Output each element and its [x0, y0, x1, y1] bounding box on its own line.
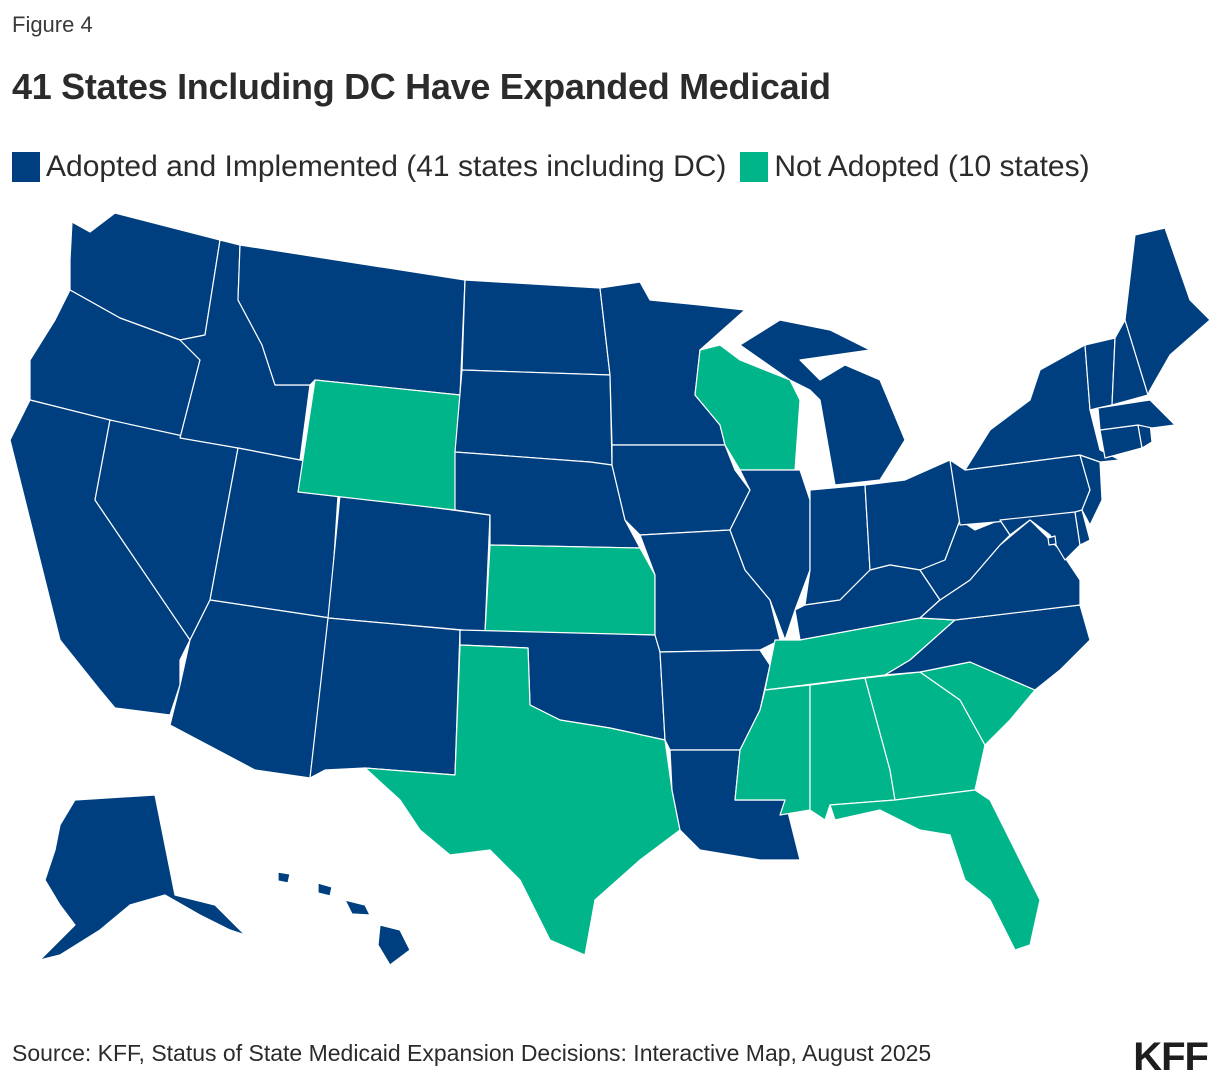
state-SD[interactable] — [454, 369, 613, 466]
source-note: Source: KFF, Status of State Medicaid Ex… — [12, 1040, 932, 1066]
state-KS[interactable] — [484, 544, 656, 636]
state-DC[interactable] — [1047, 535, 1057, 546]
state-IA[interactable] — [611, 444, 751, 536]
legend-item-adopted: Adopted and Implemented (41 states inclu… — [12, 150, 726, 184]
state-NM[interactable] — [309, 617, 461, 779]
state-CO[interactable] — [327, 494, 491, 633]
state-ME[interactable] — [1124, 227, 1211, 396]
state-CT[interactable] — [1099, 424, 1143, 459]
state-MA[interactable] — [1097, 399, 1176, 431]
us-map — [0, 205, 1220, 985]
state-HI-kauai[interactable] — [277, 871, 291, 884]
state-AK[interactable] — [39, 794, 246, 961]
chart-title: 41 States Including DC Have Expanded Med… — [12, 66, 831, 107]
state-MI[interactable] — [739, 319, 906, 486]
legend-swatch-not-adopted — [740, 152, 769, 182]
legend: Adopted and Implemented (41 states inclu… — [12, 150, 1104, 184]
legend-label-adopted: Adopted and Implemented (41 states inclu… — [46, 150, 727, 183]
figure-label: Figure 4 — [12, 12, 93, 37]
legend-label-not-adopted: Not Adopted (10 states) — [774, 150, 1090, 183]
state-HI[interactable] — [377, 924, 411, 966]
state-ND[interactable] — [461, 279, 611, 376]
legend-item-not-adopted: Not Adopted (10 states) — [740, 150, 1090, 184]
us-map-svg — [9, 212, 1211, 966]
legend-swatch-adopted — [12, 152, 40, 182]
state-VT[interactable] — [1084, 337, 1116, 411]
state-WV[interactable] — [919, 519, 1011, 601]
kff-logo: KFF — [1133, 1035, 1209, 1079]
state-TX[interactable] — [364, 644, 681, 956]
state-DE[interactable] — [1074, 509, 1091, 546]
state-FL[interactable] — [829, 789, 1041, 951]
state-HI-maui[interactable] — [344, 899, 371, 916]
state-MT[interactable] — [237, 244, 466, 396]
state-HI-oahu[interactable] — [317, 882, 333, 897]
state-WY[interactable] — [297, 379, 461, 511]
